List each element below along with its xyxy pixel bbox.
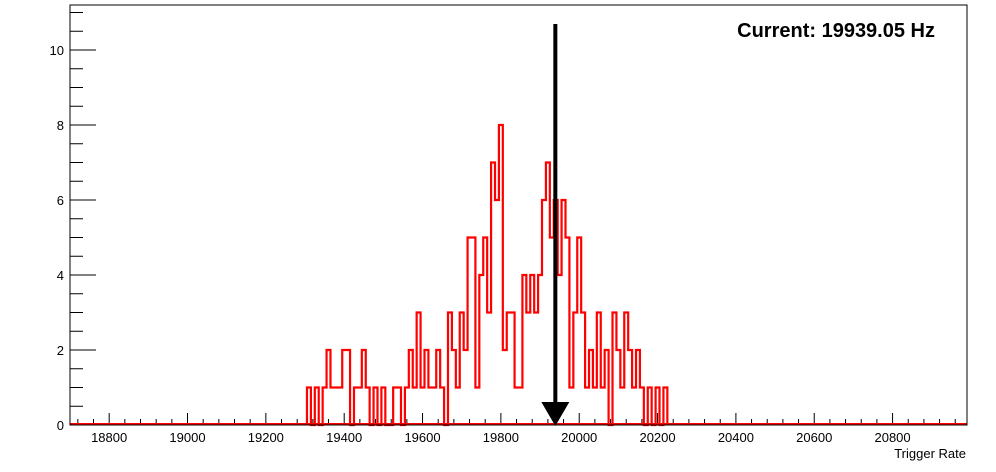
x-tick-label: 20200 <box>639 430 675 445</box>
y-tick-label: 2 <box>57 343 64 358</box>
y-tick-label: 0 <box>57 418 64 433</box>
x-tick-label: 20400 <box>718 430 754 445</box>
current-rate-annotation: Current: 19939.05 Hz <box>737 20 935 42</box>
current-rate-marker <box>541 24 570 426</box>
y-tick-label: 4 <box>57 268 64 283</box>
x-tick-label: 19800 <box>483 430 519 445</box>
x-tick-label: 19600 <box>404 430 440 445</box>
y-tick-label: 6 <box>57 193 64 208</box>
tick-labels: 18800 19000 19200 19400 19600 19800 20000 20200… <box>50 43 911 445</box>
x-tick-label: 20800 <box>874 430 910 445</box>
x-tick-label: 20000 <box>561 430 597 445</box>
x-tick-label: 19200 <box>248 430 284 445</box>
x-axis-title: Trigger Rate <box>894 446 966 461</box>
x-tick-label: 20600 <box>796 430 832 445</box>
x-tick-label: 19000 <box>169 430 205 445</box>
y-tick-label: 8 <box>57 118 64 133</box>
x-tick-label: 19400 <box>326 430 362 445</box>
x-tick-label: 18800 <box>91 430 127 445</box>
arrow-head <box>541 402 570 426</box>
plot-frame <box>69 4 968 426</box>
y-tick-label: 10 <box>50 43 64 58</box>
